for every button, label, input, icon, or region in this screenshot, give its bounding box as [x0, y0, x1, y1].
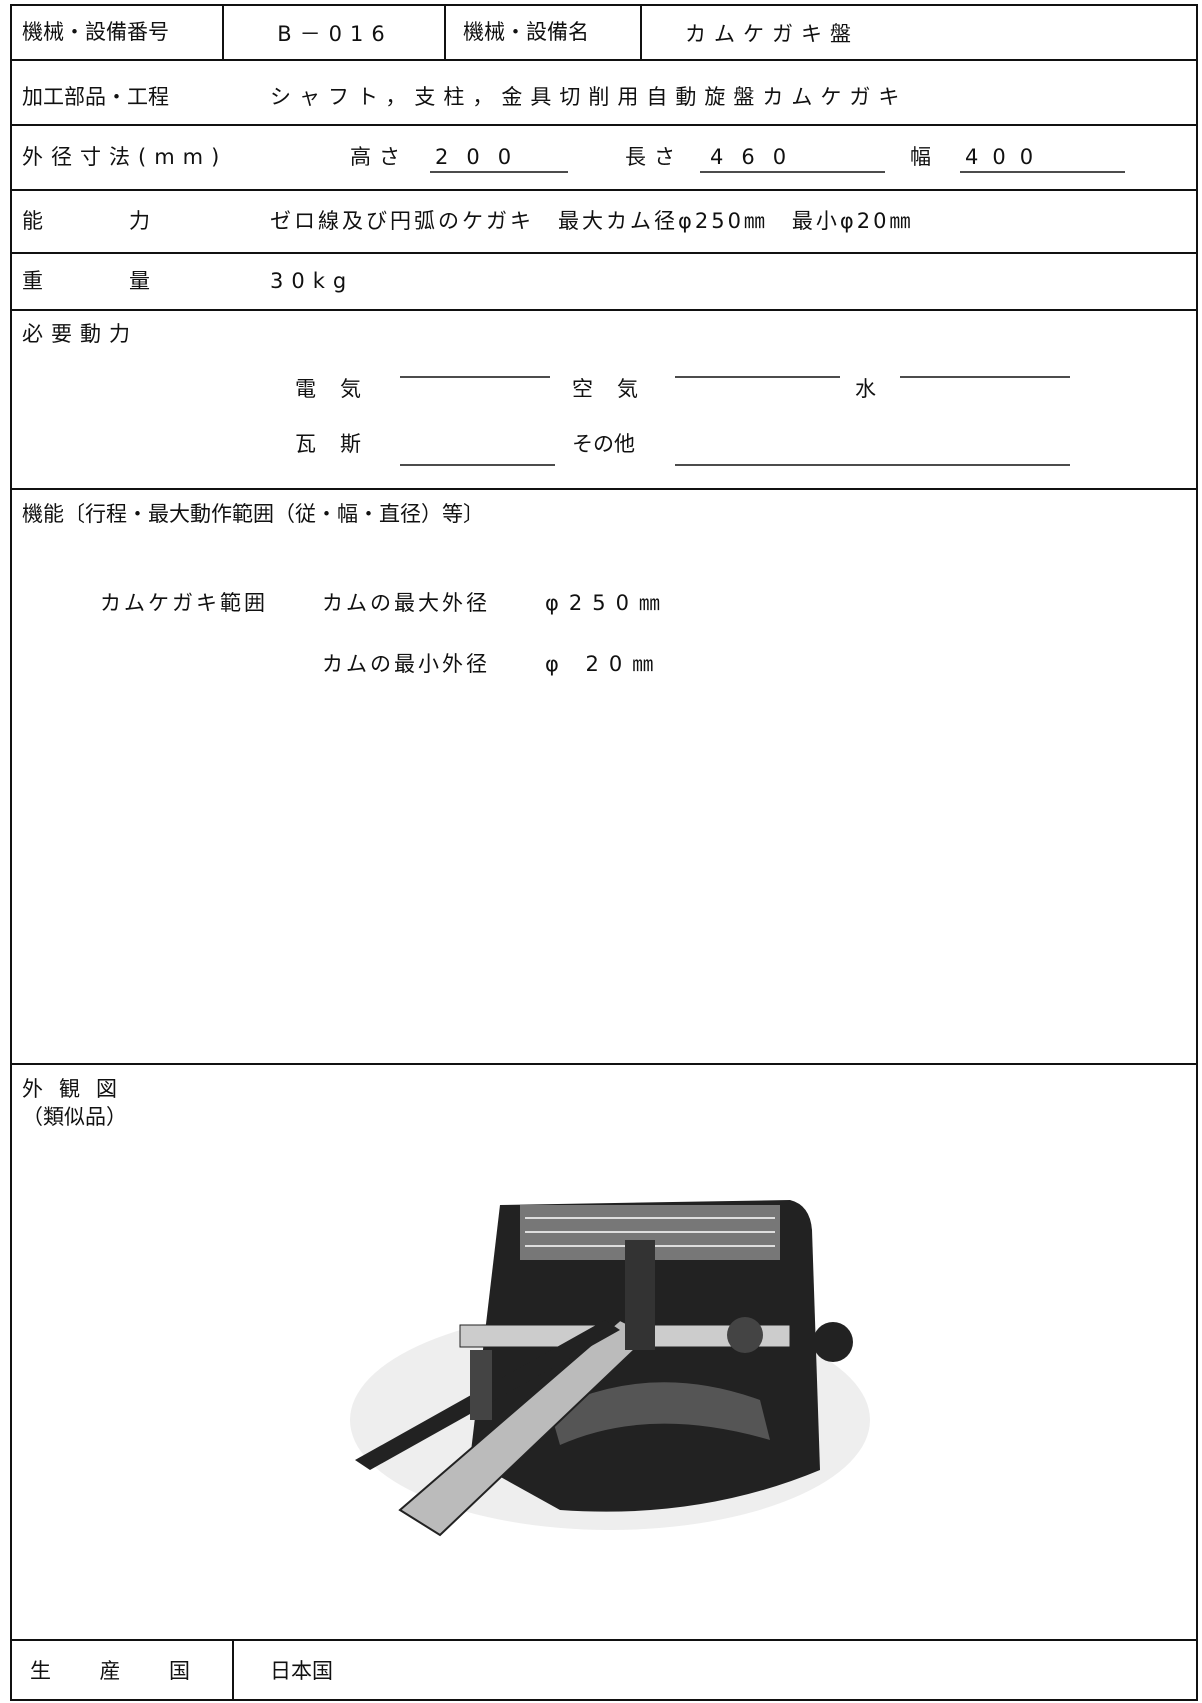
capacity: ゼロ線及び円弧のケガキ 最大カム径φ250㎜ 最小φ20㎜ [270, 209, 914, 233]
dimensions-label: 外径寸法(mm) [22, 145, 227, 169]
machine-name: カムケガキ盤 [685, 22, 859, 46]
power-label: 必要動力 [22, 322, 138, 346]
function-label: 機能〔行程・最大動作範囲（従・幅・直径）等〕 [22, 502, 484, 526]
air-label: 空気 [572, 377, 662, 401]
min-diameter-label: カムの最小外径 [322, 652, 490, 676]
machine-illustration [350, 1200, 870, 1537]
height: 200 [435, 145, 529, 169]
machine-name-label: 機械・設備名 [463, 20, 589, 44]
max-diameter: φ250㎜ [545, 591, 670, 615]
weight-label: 重量 [22, 269, 150, 293]
appearance-sub: （類似品） [22, 1105, 127, 1129]
electricity-label: 電気 [295, 377, 385, 401]
appearance-label: 外観図 [22, 1077, 133, 1101]
min-diameter: φ 20㎜ [545, 652, 663, 676]
origin: 日本国 [270, 1659, 333, 1683]
length: 460 [710, 145, 804, 169]
length-label: 長さ [625, 145, 683, 169]
gas-label: 瓦斯 [295, 432, 385, 456]
water-label: 水 [855, 377, 876, 401]
origin-label: 生産国 [30, 1659, 190, 1683]
width-label: 幅 [910, 145, 931, 169]
height-label: 高さ [350, 145, 408, 169]
machine-no-label: 機械・設備番号 [22, 20, 169, 44]
capacity-label: 能力 [22, 209, 150, 233]
weight: 30kg [270, 269, 354, 293]
range-label: カムケガキ範囲 [100, 591, 268, 615]
max-diameter-label: カムの最大外径 [322, 591, 490, 615]
width: 400 [965, 145, 1047, 169]
process-label: 加工部品・工程 [22, 85, 169, 109]
process: シャフト，支柱，金具切削用自動旋盤カムケガキ [270, 85, 907, 109]
machine-no: B－016 [277, 22, 393, 46]
form-grid [10, 4, 1198, 1701]
other-label: その他 [572, 432, 635, 456]
